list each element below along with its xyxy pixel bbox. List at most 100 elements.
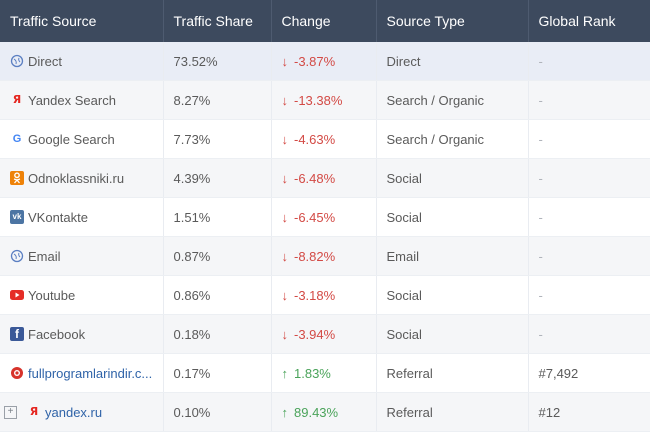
table-row[interactable]: Email 0.87% ↓ -8.82% Email - — [0, 236, 650, 276]
source-cell: f Facebook — [0, 314, 164, 354]
table-row[interactable]: Odnoklassniki.ru 4.39% ↓ -6.48% Social - — [0, 158, 650, 198]
table-row[interactable]: Youtube 0.86% ↓ -3.18% Social - — [0, 275, 650, 315]
type-cell: Search / Organic — [376, 80, 529, 120]
type-cell: Referral — [376, 353, 529, 393]
table-header-row: Traffic Source Traffic Share Change Sour… — [0, 0, 650, 42]
table-row[interactable]: vk VKontakte 1.51% ↓ -6.45% Social - — [0, 197, 650, 237]
type-cell: Social — [376, 158, 529, 198]
source-name: Email — [28, 248, 61, 264]
share-cell: 0.17% — [163, 353, 272, 393]
source-link[interactable]: yandex.ru — [45, 404, 103, 420]
source-name: Direct — [28, 53, 62, 69]
type-cell: Social — [376, 314, 529, 354]
source-cell: Direct — [0, 42, 164, 81]
share-cell: 4.39% — [163, 158, 272, 198]
rank-cell: #7,492 — [528, 353, 650, 393]
change-value: -3.18% — [294, 287, 336, 303]
globe-icon — [10, 249, 24, 263]
share-cell: 0.86% — [163, 275, 272, 315]
change-value: -3.94% — [294, 326, 336, 342]
source-cell: G Google Search — [0, 119, 164, 159]
arrow-down-icon: ↓ — [281, 209, 289, 225]
rank-cell: - — [528, 197, 650, 237]
type-cell: Social — [376, 275, 529, 315]
rank-cell: - — [528, 236, 650, 276]
share-cell: 1.51% — [163, 197, 272, 237]
source-link[interactable]: fullprogramlarindir.c... — [28, 365, 153, 381]
arrow-down-icon: ↓ — [281, 326, 289, 342]
change-cell: ↑ 1.83% — [271, 353, 377, 393]
change-cell: ↓ -8.82% — [271, 236, 377, 276]
type-cell: Referral — [376, 392, 529, 432]
arrow-up-icon: ↑ — [281, 404, 289, 420]
source-cell: + Я yandex.ru — [0, 392, 164, 432]
change-value: -8.82% — [294, 248, 336, 264]
facebook-icon: f — [10, 327, 24, 341]
share-cell: 0.18% — [163, 314, 272, 354]
expand-plus-icon[interactable]: + — [4, 405, 17, 419]
source-cell: fullprogramlarindir.c... — [0, 353, 164, 393]
change-cell: ↓ -3.18% — [271, 275, 377, 315]
table-row[interactable]: G Google Search 7.73% ↓ -4.63% Search / O… — [0, 119, 650, 159]
source-cell: vk VKontakte — [0, 197, 164, 237]
type-cell: Search / Organic — [376, 119, 529, 159]
header-source-type[interactable]: Source Type — [376, 0, 529, 42]
arrow-down-icon: ↓ — [281, 53, 289, 69]
share-cell: 73.52% — [163, 42, 272, 81]
source-name: Youtube — [28, 287, 76, 303]
type-cell: Direct — [376, 42, 529, 81]
change-cell: ↓ -4.63% — [271, 119, 377, 159]
arrow-up-icon: ↑ — [281, 365, 289, 381]
header-change[interactable]: Change — [271, 0, 377, 42]
rank-cell: - — [528, 80, 650, 120]
vkontakte-icon: vk — [10, 210, 24, 224]
header-global-rank[interactable]: Global Rank — [528, 0, 650, 42]
source-name: Odnoklassniki.ru — [28, 170, 125, 186]
odnoklassniki-icon — [10, 171, 24, 185]
table-row[interactable]: + Я yandex.ru 0.10% ↑ 89.43% Referral #12 — [0, 392, 650, 432]
change-value: 1.83% — [294, 365, 331, 381]
source-name: VKontakte — [28, 209, 88, 225]
change-value: -4.63% — [294, 131, 336, 147]
source-name: Google Search — [28, 131, 115, 147]
change-cell: ↓ -3.87% — [271, 42, 377, 81]
rank-cell: #12 — [528, 392, 650, 432]
rank-cell: - — [528, 275, 650, 315]
arrow-down-icon: ↓ — [281, 131, 289, 147]
source-cell: Odnoklassniki.ru — [0, 158, 164, 198]
yandex-icon: Я — [29, 405, 39, 418]
source-cell: Email — [0, 236, 164, 276]
change-cell: ↑ 89.43% — [271, 392, 377, 432]
table-row[interactable]: Я Yandex Search 8.27% ↓ -13.38% Search / … — [0, 80, 650, 120]
rank-cell: - — [528, 42, 650, 81]
arrow-down-icon: ↓ — [281, 287, 289, 303]
type-cell: Email — [376, 236, 529, 276]
type-cell: Social — [376, 197, 529, 237]
change-cell: ↓ -3.94% — [271, 314, 377, 354]
change-value: -13.38% — [294, 92, 343, 108]
table-row[interactable]: Direct 73.52% ↓ -3.87% Direct - — [0, 42, 650, 81]
share-cell: 0.10% — [163, 392, 272, 432]
change-cell: ↓ -6.45% — [271, 197, 377, 237]
rank-cell: - — [528, 119, 650, 159]
site-favicon-icon — [10, 366, 24, 380]
change-value: -6.45% — [294, 209, 336, 225]
change-cell: ↓ -13.38% — [271, 80, 377, 120]
source-cell: Я Yandex Search — [0, 80, 164, 120]
yandex-icon: Я — [12, 93, 22, 106]
arrow-down-icon: ↓ — [281, 92, 289, 108]
arrow-down-icon: ↓ — [281, 248, 289, 264]
rank-cell: - — [528, 314, 650, 354]
arrow-down-icon: ↓ — [281, 170, 289, 186]
header-traffic-share[interactable]: Traffic Share — [163, 0, 272, 42]
table-row[interactable]: f Facebook 0.18% ↓ -3.94% Social - — [0, 314, 650, 354]
source-name: Yandex Search — [28, 92, 116, 108]
header-traffic-source[interactable]: Traffic Source — [0, 0, 164, 42]
source-cell: Youtube — [0, 275, 164, 315]
table-row[interactable]: fullprogramlarindir.c... 0.17% ↑ 1.83% Re… — [0, 353, 650, 393]
rank-cell: - — [528, 158, 650, 198]
source-name: Facebook — [28, 326, 86, 342]
share-cell: 7.73% — [163, 119, 272, 159]
globe-icon — [10, 54, 24, 68]
